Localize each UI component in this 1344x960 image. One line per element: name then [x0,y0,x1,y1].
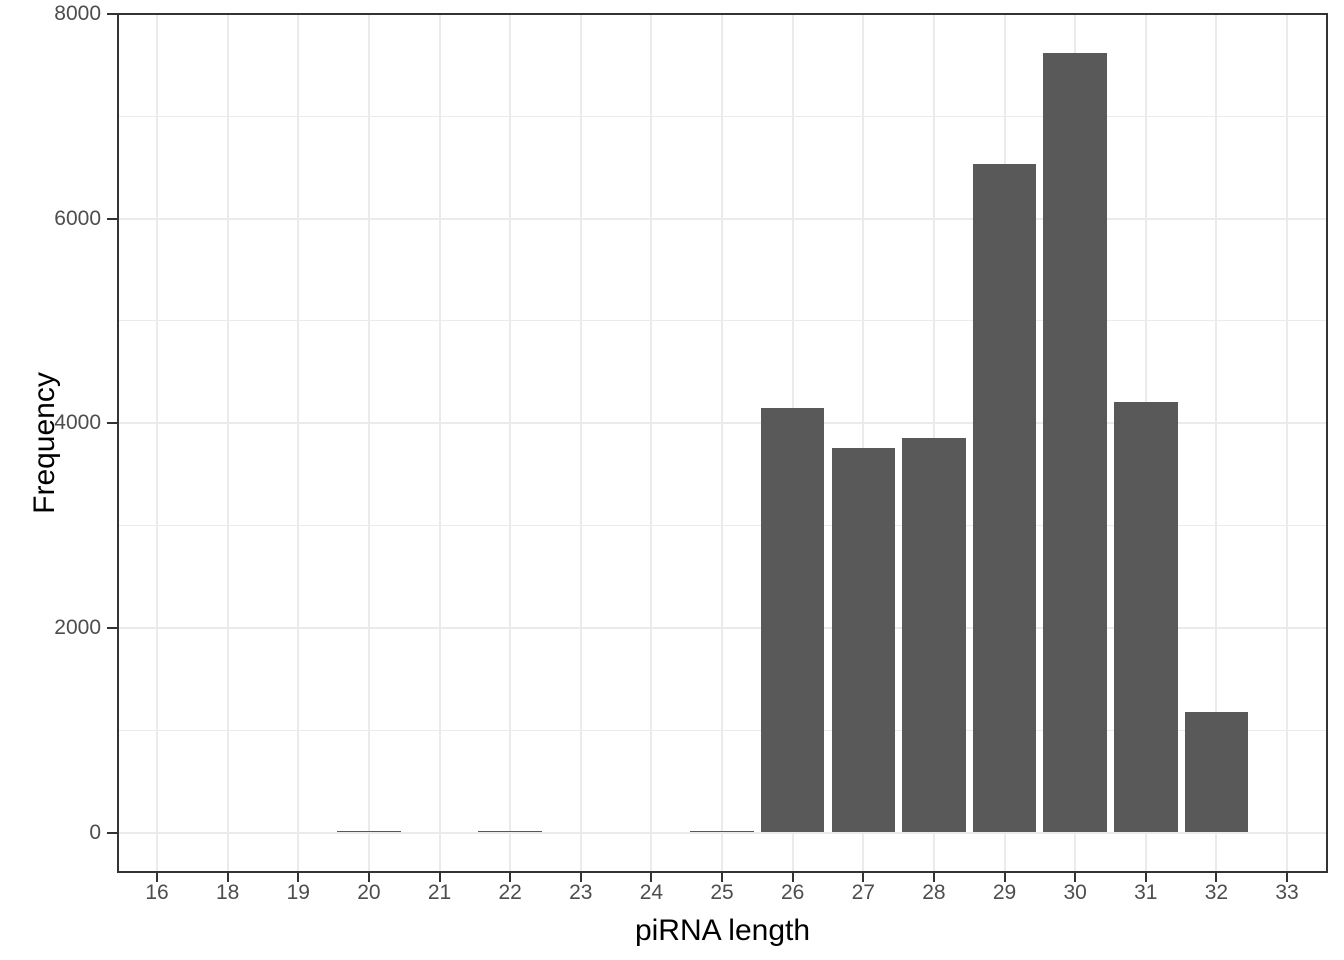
x-tick-label: 18 [215,881,240,904]
x-tick-label: 29 [992,881,1017,904]
x-axis-tick [1144,873,1147,882]
y-axis-tick [107,831,117,834]
histogram-bar [760,407,825,833]
x-axis-tick [862,873,865,882]
x-axis-tick [509,873,512,882]
x-gridline-major [226,13,229,873]
x-tick-label: 27 [851,881,875,904]
x-tick-label: 26 [780,881,805,904]
x-tick-label: 16 [145,881,169,904]
histogram-bar [902,437,966,833]
bars-layer [117,13,1328,873]
x-axis-tick [226,873,229,882]
x-tick-label: 22 [498,881,522,904]
histogram-bar [1114,401,1178,833]
x-gridline-major [862,13,865,873]
x-axis-tick [1286,873,1288,882]
x-gridline-major [509,13,512,873]
x-gridline-major [297,13,300,873]
y-tick-label: 8000 [54,2,101,25]
x-axis-tick [297,873,300,882]
x-gridline-major [721,13,723,873]
x-axis-tick [579,873,582,882]
x-gridline-major [367,13,370,873]
x-tick-label: 19 [286,881,310,904]
x-tick-label: 28 [922,881,946,904]
x-tick-label: 31 [1134,881,1158,904]
x-axis-tick [721,873,723,882]
x-axis-title: piRNA length [634,914,811,947]
histogram-bar [478,830,542,833]
x-gridline-major [156,13,158,873]
x-gridline-major [1286,13,1288,873]
x-axis-tick [932,873,935,882]
x-gridline-major [1215,13,1218,873]
y-axis-tick [107,217,117,220]
x-gridline-major [438,13,441,873]
plot-panel [117,13,1328,873]
histogram-bar [1043,52,1107,833]
x-tick-label: 23 [569,881,593,904]
x-axis-tick [650,873,653,882]
x-axis-tick [156,873,158,882]
x-axis-tick [791,873,794,882]
y-tick-label: 2000 [54,615,101,639]
histogram-bar [1184,711,1249,833]
x-axis-tick [1215,873,1218,882]
x-gridline-major [579,13,582,873]
x-axis-tick [438,873,441,882]
y-tick-label: 0 [89,820,101,844]
y-axis-tick [107,422,117,425]
x-tick-label: 32 [1204,881,1229,904]
x-tick-label: 25 [710,881,734,904]
x-axis-tick [367,873,370,882]
y-tick-label: 6000 [54,206,101,230]
x-tick-label: 21 [427,881,452,904]
histogram-bar [831,447,895,833]
x-axis-tick [1003,873,1006,882]
x-tick-label: 33 [1275,881,1299,904]
y-axis-tick [107,13,117,15]
histogram-bar [337,830,401,833]
x-tick-label: 30 [1063,881,1087,904]
y-tick-label: 4000 [54,411,101,435]
histogram-bar [972,164,1037,833]
x-gridline-major [650,13,653,873]
y-axis-tick [107,626,117,629]
x-axis-tick [1074,873,1077,882]
histogram-bar [690,830,754,833]
x-tick-label: 24 [639,881,664,904]
x-tick-label: 20 [357,881,381,904]
